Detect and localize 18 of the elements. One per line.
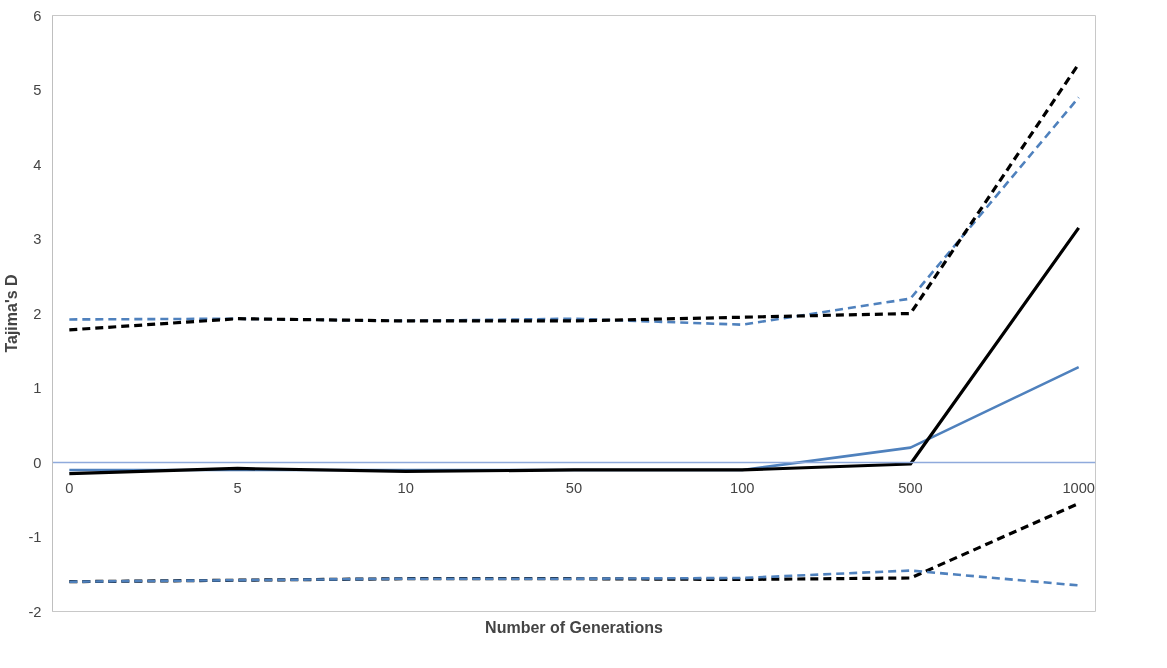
x-tick-label: 5 [233,479,242,496]
y-axis-title: Tajima's D [3,274,21,353]
y-tick-label: 3 [33,231,42,247]
x-tick-label: 0 [65,479,74,496]
x-axis-title: Number of Generations [485,618,663,636]
x-tick-label: 1000 [1062,479,1095,496]
x-tick-label: 100 [730,479,755,496]
y-tick-label: 6 [33,7,42,24]
y-tick-label: -1 [28,529,42,545]
y-tick-label: -2 [28,603,42,620]
x-tick-label: 10 [397,479,414,496]
y-tick-label: 5 [33,82,42,98]
y-tick-label: 0 [33,454,42,471]
x-tick-label: 50 [565,479,583,496]
y-tick-label: 4 [33,156,42,173]
y-tick-label: 1 [33,380,42,396]
y-tick-label: 2 [33,305,42,322]
x-tick-label: 500 [898,479,923,496]
